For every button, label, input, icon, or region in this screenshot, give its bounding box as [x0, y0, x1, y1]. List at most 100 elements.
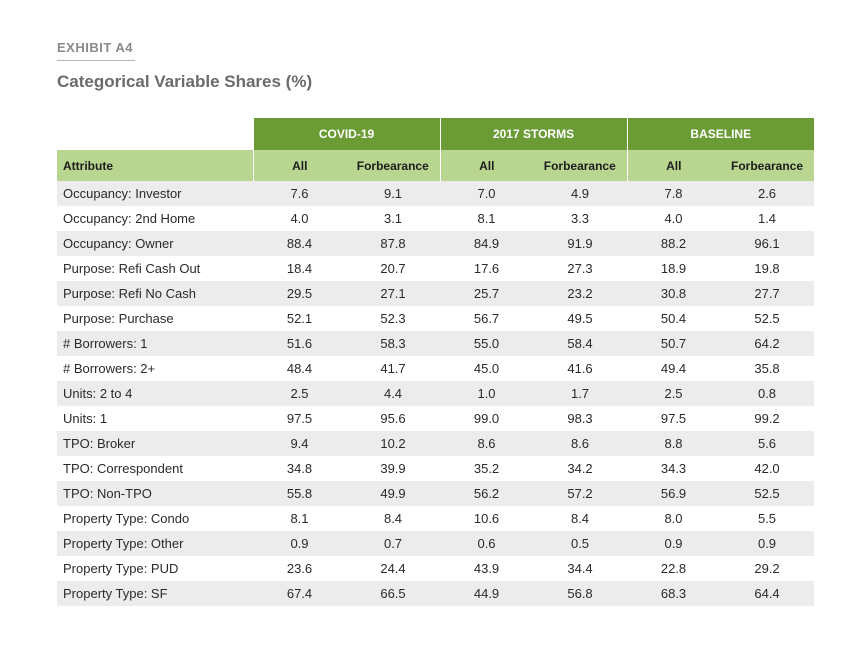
cell-covid-all: 9.4 [253, 431, 346, 456]
group-header-baseline: BASELINE [626, 118, 815, 150]
page-title: Categorical Variable Shares (%) [57, 72, 313, 91]
cell-covid-forbearance: 41.7 [346, 356, 441, 381]
cell-attribute: # Borrowers: 1 [57, 331, 253, 356]
cell-covid-forbearance: 49.9 [346, 481, 441, 506]
cell-baseline-forbearance: 64.4 [720, 581, 815, 606]
cell-baseline-all: 50.7 [627, 331, 721, 356]
cell-covid-all: 97.5 [253, 406, 346, 431]
cell-covid-forbearance: 24.4 [346, 556, 441, 581]
cell-covid-all: 52.1 [253, 306, 346, 331]
cell-baseline-all: 8.8 [627, 431, 721, 456]
cell-baseline-all: 88.2 [627, 231, 721, 256]
column-header-baseline-all: All [626, 150, 721, 181]
table-row: TPO: Correspondent 34.8 39.9 35.2 34.2 34.3 42… [57, 456, 815, 481]
cell-baseline-forbearance: 1.4 [720, 206, 815, 231]
column-header-storms-forbearance: Forbearance [533, 150, 628, 181]
table-row: TPO: Non-TPO 55.8 49.9 56.2 57.2 56.9 52.5 [57, 481, 815, 506]
cell-covid-forbearance: 87.8 [346, 231, 441, 256]
table-row: Property Type: SF 67.4 66.5 44.9 56.8 68.3 64.… [57, 581, 815, 606]
column-header-attribute: Attribute [57, 150, 253, 181]
cell-baseline-forbearance: 52.5 [720, 306, 815, 331]
table-row: Units: 2 to 4 2.5 4.4 1.0 1.7 2.5 0.8 [57, 381, 815, 406]
table-row: Property Type: PUD 23.6 24.4 43.9 34.4 22.8 29… [57, 556, 815, 581]
cell-storms-forbearance: 1.7 [533, 381, 628, 406]
cell-attribute: TPO: Non-TPO [57, 481, 253, 506]
cell-baseline-forbearance: 99.2 [720, 406, 815, 431]
cell-storms-all: 35.2 [440, 456, 534, 481]
column-header-row: Attribute All Forbearance All Forbearanc… [57, 150, 815, 181]
cell-attribute: Purpose: Refi Cash Out [57, 256, 253, 281]
cell-covid-forbearance: 3.1 [346, 206, 441, 231]
cell-storms-all: 8.6 [440, 431, 534, 456]
cell-storms-forbearance: 27.3 [533, 256, 628, 281]
cell-covid-all: 4.0 [253, 206, 346, 231]
cell-covid-all: 23.6 [253, 556, 346, 581]
cell-covid-all: 48.4 [253, 356, 346, 381]
cell-baseline-forbearance: 27.7 [720, 281, 815, 306]
table-row: Occupancy: Owner 88.4 87.8 84.9 91.9 88.2 96.1 [57, 231, 815, 256]
cell-covid-all: 7.6 [253, 181, 346, 206]
cell-baseline-all: 22.8 [627, 556, 721, 581]
cell-storms-forbearance: 8.4 [533, 506, 628, 531]
cell-covid-forbearance: 58.3 [346, 331, 441, 356]
cell-attribute: Property Type: SF [57, 581, 253, 606]
table-row: TPO: Broker 9.4 10.2 8.6 8.6 8.8 5.6 [57, 431, 815, 456]
table-row: Occupancy: Investor 7.6 9.1 7.0 4.9 7.8 2.6 [57, 181, 815, 206]
cell-baseline-forbearance: 29.2 [720, 556, 815, 581]
cell-baseline-all: 97.5 [627, 406, 721, 431]
cell-covid-all: 2.5 [253, 381, 346, 406]
cell-covid-forbearance: 66.5 [346, 581, 441, 606]
shares-table: COVID-19 2017 STORMS BASELINE Attribute … [57, 118, 815, 606]
cell-storms-all: 25.7 [440, 281, 534, 306]
cell-storms-forbearance: 23.2 [533, 281, 628, 306]
cell-attribute: Purpose: Purchase [57, 306, 253, 331]
cell-baseline-forbearance: 64.2 [720, 331, 815, 356]
cell-storms-forbearance: 56.8 [533, 581, 628, 606]
cell-covid-all: 88.4 [253, 231, 346, 256]
cell-baseline-all: 2.5 [627, 381, 721, 406]
cell-baseline-forbearance: 0.9 [720, 531, 815, 556]
cell-baseline-all: 0.9 [627, 531, 721, 556]
cell-storms-forbearance: 58.4 [533, 331, 628, 356]
table-row: Purpose: Refi Cash Out 18.4 20.7 17.6 27.3 18… [57, 256, 815, 281]
cell-attribute: TPO: Broker [57, 431, 253, 456]
cell-storms-all: 17.6 [440, 256, 534, 281]
column-header-storms-all: All [439, 150, 534, 181]
cell-storms-all: 45.0 [440, 356, 534, 381]
cell-storms-all: 56.2 [440, 481, 534, 506]
cell-covid-all: 55.8 [253, 481, 346, 506]
cell-covid-all: 18.4 [253, 256, 346, 281]
cell-covid-all: 34.8 [253, 456, 346, 481]
cell-storms-forbearance: 34.4 [533, 556, 628, 581]
cell-storms-forbearance: 41.6 [533, 356, 628, 381]
cell-covid-all: 29.5 [253, 281, 346, 306]
cell-attribute: Units: 2 to 4 [57, 381, 253, 406]
cell-baseline-all: 34.3 [627, 456, 721, 481]
cell-storms-forbearance: 91.9 [533, 231, 628, 256]
cell-attribute: Occupancy: Owner [57, 231, 253, 256]
cell-covid-all: 8.1 [253, 506, 346, 531]
table-row: Units: 1 97.5 95.6 99.0 98.3 97.5 99.2 [57, 406, 815, 431]
cell-baseline-all: 30.8 [627, 281, 721, 306]
table-row: # Borrowers: 2+ 48.4 41.7 45.0 41.6 49.4 35.8 [57, 356, 815, 381]
cell-covid-forbearance: 9.1 [346, 181, 441, 206]
cell-baseline-all: 18.9 [627, 256, 721, 281]
cell-baseline-all: 8.0 [627, 506, 721, 531]
cell-storms-all: 99.0 [440, 406, 534, 431]
cell-storms-all: 84.9 [440, 231, 534, 256]
cell-storms-all: 44.9 [440, 581, 534, 606]
cell-baseline-all: 7.8 [627, 181, 721, 206]
cell-storms-all: 55.0 [440, 331, 534, 356]
cell-baseline-all: 50.4 [627, 306, 721, 331]
cell-storms-all: 0.6 [440, 531, 534, 556]
cell-attribute: Units: 1 [57, 406, 253, 431]
cell-covid-forbearance: 27.1 [346, 281, 441, 306]
exhibit-divider [57, 60, 135, 61]
cell-storms-all: 43.9 [440, 556, 534, 581]
cell-baseline-forbearance: 2.6 [720, 181, 815, 206]
cell-storms-all: 1.0 [440, 381, 534, 406]
cell-covid-all: 0.9 [253, 531, 346, 556]
cell-baseline-forbearance: 42.0 [720, 456, 815, 481]
cell-storms-forbearance: 3.3 [533, 206, 628, 231]
cell-baseline-all: 4.0 [627, 206, 721, 231]
